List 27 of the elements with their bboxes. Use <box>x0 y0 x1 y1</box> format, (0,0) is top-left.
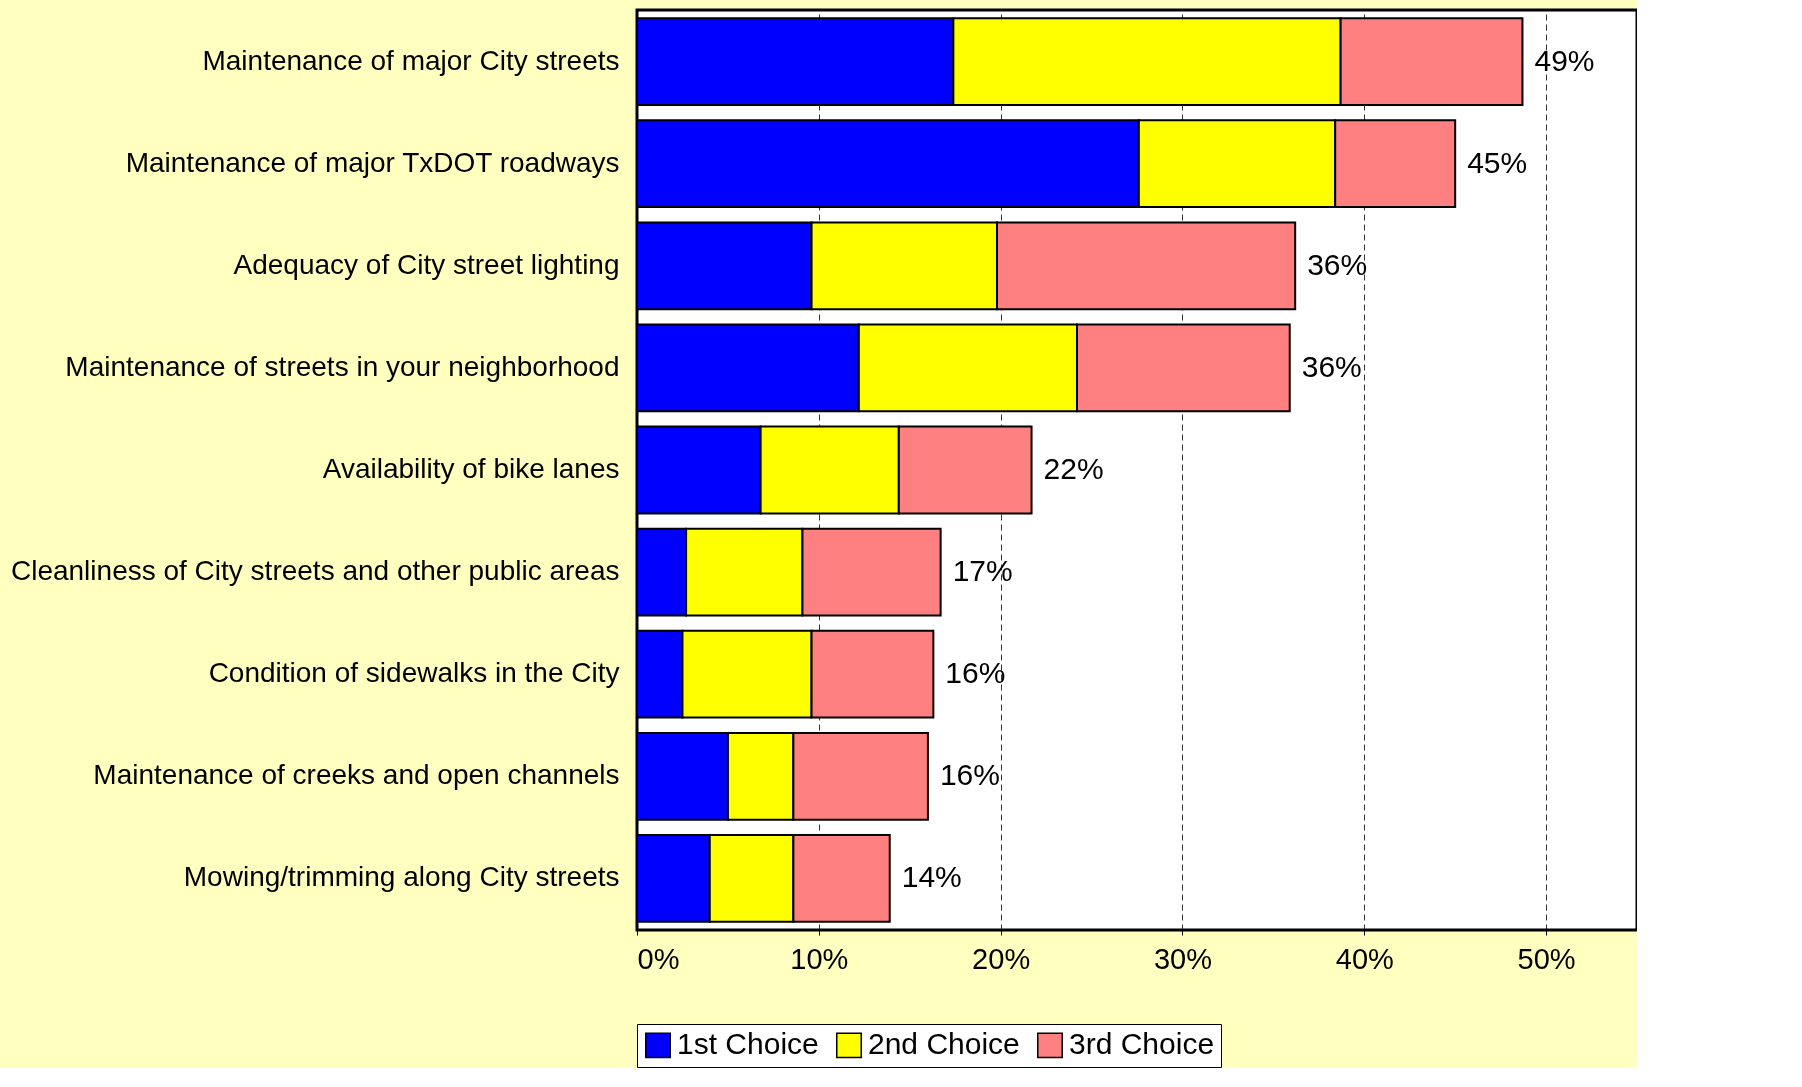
legend-label: 3rd Choice <box>1069 1027 1215 1061</box>
y-tick-label: Maintenance of major City streets <box>202 44 620 76</box>
total-label: 16% <box>945 656 1006 690</box>
legend-label: 1st Choice <box>677 1027 819 1061</box>
y-tick-label: Cleanliness of City streets and other public areas <box>10 555 620 587</box>
y-tick-label: Maintenance of streets in your neighborhood <box>65 350 620 382</box>
x-tick-label: 40% <box>1335 942 1394 975</box>
total-label: 16% <box>939 758 1000 792</box>
total-label: 17% <box>952 554 1013 588</box>
y-tick-label: Mowing/trimming along City streets <box>183 861 620 893</box>
y-tick-label: Availability of bike lanes <box>322 453 620 484</box>
x-tick-label: 20% <box>972 942 1031 975</box>
y-tick-label: Maintenance of major TxDOT roadways <box>125 146 620 178</box>
total-label: 22% <box>1043 452 1104 485</box>
y-tick-label: Maintenance of creeks and open channels <box>93 759 620 791</box>
total-label: 36% <box>1307 247 1368 281</box>
x-tick-label: 30% <box>1153 942 1212 975</box>
legend-label: 2nd Choice <box>868 1027 1020 1061</box>
x-tick-label: 50% <box>1517 942 1576 975</box>
x-tick-label: 0% <box>637 942 680 975</box>
total-label: 45% <box>1467 145 1528 179</box>
x-tick-label: 10% <box>790 942 849 975</box>
total-label: 36% <box>1301 349 1362 383</box>
total-label: 14% <box>901 860 962 894</box>
total-label: 49% <box>1534 43 1595 77</box>
y-tick-label: Adequacy of City street lighting <box>233 248 620 280</box>
y-tick-label: Condition of sidewalks in the City <box>208 657 620 689</box>
